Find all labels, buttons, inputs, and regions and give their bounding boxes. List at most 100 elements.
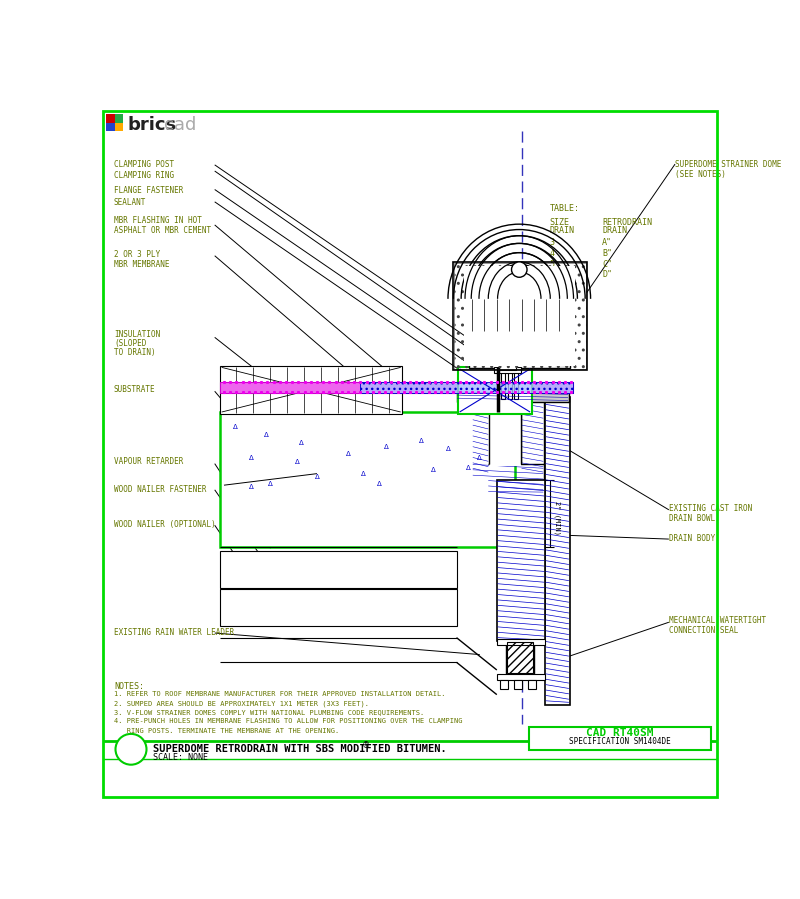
Circle shape [115,734,146,765]
Text: Δ: Δ [346,451,350,458]
Bar [498,358,516,369]
Bar [220,382,573,393]
Bar [454,263,586,369]
Bar [507,642,534,673]
Text: Δ: Δ [268,481,273,486]
Text: 5: 5 [550,260,554,269]
Text: DRAIN: DRAIN [602,226,627,235]
Bar [500,680,508,690]
Bar [114,122,123,131]
Text: Δ: Δ [419,438,424,443]
Text: Δ: Δ [295,459,300,465]
Bar [489,396,521,466]
Bar [545,396,570,705]
Text: Δ: Δ [377,481,382,486]
Text: 1. REFER TO ROOF MEMBRANE MANUFACTURER FOR THEIR APPROVED INSTALLATION DETAIL.: 1. REFER TO ROOF MEMBRANE MANUFACTURER F… [114,690,446,697]
Bar [106,114,123,131]
Text: C": C" [602,260,612,269]
Text: MBR MEMBRANE: MBR MEMBRANE [114,261,170,270]
Bar [497,480,545,642]
Text: SIZE: SIZE [550,218,570,227]
Text: MECHANICAL WATERTIGHT: MECHANICAL WATERTIGHT [669,616,766,625]
Text: NOTES:: NOTES: [114,681,144,690]
Text: 4: 4 [550,249,554,258]
Bar [457,391,569,402]
Text: CONNECTION SEAL: CONNECTION SEAL [669,626,738,635]
Text: cad: cad [164,116,197,134]
Circle shape [511,262,527,277]
Text: SUBSTRATE: SUBSTRATE [114,385,155,394]
Bar [464,266,575,366]
Text: RING POSTS. TERMINATE THE MEMBRANE AT THE OPENING.: RING POSTS. TERMINATE THE MEMBRANE AT TH… [114,727,339,734]
Bar [508,369,511,399]
Text: ®: ® [362,742,370,751]
Text: WOOD NAILER (OPTIONAL): WOOD NAILER (OPTIONAL) [114,520,216,529]
Text: 2. SUMPED AREA SHOULD BE APPROXIMATELY 1X1 METER (3X3 FEET).: 2. SUMPED AREA SHOULD BE APPROXIMATELY 1… [114,700,369,707]
Bar [528,680,535,690]
Text: D": D" [602,271,612,280]
Text: MBR FLASHING IN HOT: MBR FLASHING IN HOT [114,216,202,225]
Text: DRAIN BODY: DRAIN BODY [669,535,715,544]
Text: TABLE:: TABLE: [550,204,579,213]
Text: CLAMPING POST: CLAMPING POST [114,160,174,169]
Bar [472,464,544,481]
Text: Δ: Δ [249,484,254,490]
Text: Δ: Δ [431,467,436,473]
Bar [458,368,532,414]
Text: INSULATION: INSULATION [114,330,160,339]
Text: CAD RT40SM: CAD RT40SM [586,728,654,738]
Text: Δ: Δ [234,424,238,431]
Bar [494,367,521,373]
Text: Δ: Δ [478,455,482,461]
Text: DRAIN: DRAIN [550,226,574,235]
Text: SCALE: NONE: SCALE: NONE [153,753,208,762]
Text: DRAIN BOWL: DRAIN BOWL [669,513,715,522]
Text: Δ: Δ [384,444,389,450]
Text: Δ: Δ [446,446,451,452]
Text: Δ: Δ [466,466,470,471]
Text: A": A" [602,238,612,247]
Bar [220,366,402,414]
Bar [106,122,114,131]
Text: RETRODRAIN: RETRODRAIN [602,218,652,227]
Text: SPECIFICATION SM1404DE: SPECIFICATION SM1404DE [569,737,671,746]
Bar [487,480,544,494]
Text: FLANGE FASTENER: FLANGE FASTENER [114,186,183,195]
Text: WOOD NAILER FASTENER: WOOD NAILER FASTENER [114,485,206,494]
Text: 2 OR 3 PLY: 2 OR 3 PLY [114,250,160,259]
Text: Δ: Δ [361,471,366,476]
Text: Δ: Δ [493,459,498,465]
Bar [454,262,586,369]
Bar [220,412,514,547]
Text: SUPERDOME STRAINER DOME: SUPERDOME STRAINER DOME [675,160,782,169]
Text: 2" (MIN): 2" (MIN) [554,501,561,535]
Bar [506,642,534,674]
Text: SUPERDOME RETRODRAIN WITH SBS MODIFIED BITUMEN.: SUPERDOME RETRODRAIN WITH SBS MODIFIED B… [153,743,446,754]
Text: 6: 6 [550,271,554,280]
Text: Δ: Δ [299,440,304,446]
Text: brics: brics [127,116,176,134]
Bar [469,331,570,368]
Text: EXISTING RAIN WATER LEADER: EXISTING RAIN WATER LEADER [114,628,234,637]
Text: Δ: Δ [264,432,269,438]
Bar [521,396,544,474]
Bar [360,382,573,393]
Bar [514,680,522,690]
Bar [360,382,573,393]
Text: Δ: Δ [314,475,319,480]
Text: 4. PRE-PUNCH HOLES IN MEMBRANE FLASHING TO ALLOW FOR POSITIONING OVER THE CLAMPI: 4. PRE-PUNCH HOLES IN MEMBRANE FLASHING … [114,718,462,725]
Text: B": B" [602,249,612,258]
Bar [114,114,123,122]
Text: EXISTING CAST IRON: EXISTING CAST IRON [669,503,752,512]
Bar [472,396,489,474]
Text: 3. V-FLOW STRAINER DOMES COMPLY WITH NATIONAL PLUMBING CODE REQUIREMENTS.: 3. V-FLOW STRAINER DOMES COMPLY WITH NAT… [114,709,424,716]
Bar [502,369,506,399]
Text: VAPOUR RETARDER: VAPOUR RETARDER [114,458,183,467]
Bar [497,674,545,680]
Text: ASPHALT OR MBR CEMENT: ASPHALT OR MBR CEMENT [114,226,211,235]
Text: Δ: Δ [249,455,254,461]
Text: CLAMPING RING: CLAMPING RING [114,171,174,180]
Bar [220,589,457,626]
Bar [484,333,555,367]
Bar [497,639,545,645]
